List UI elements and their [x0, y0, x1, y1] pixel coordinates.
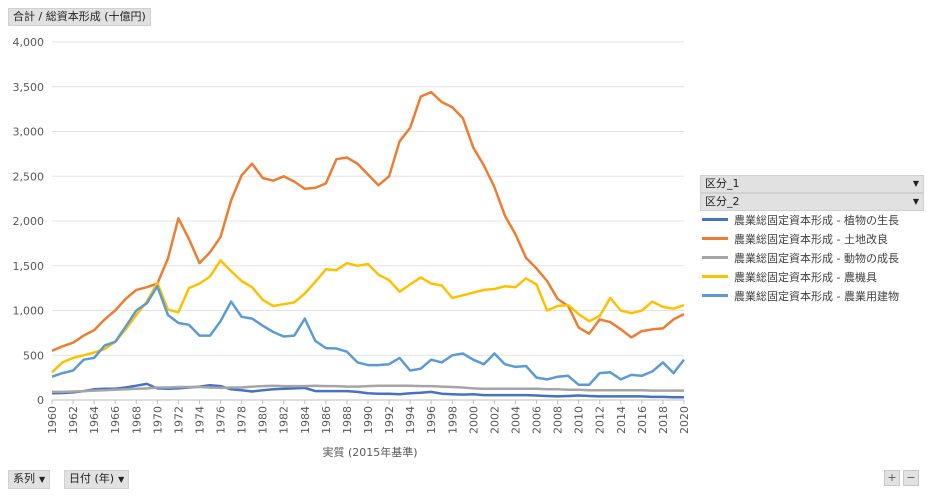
gridlines — [52, 41, 684, 401]
legend-swatch — [702, 294, 728, 297]
x-axis-label: 実質 (2015年基準) — [322, 445, 417, 459]
x-tick-label: 1976 — [215, 406, 228, 434]
x-tick-label: 1978 — [236, 406, 249, 434]
date-field-button[interactable]: 日付 (年) ▼ — [64, 470, 130, 489]
legend-filter-label: 区分_2 — [705, 195, 740, 208]
x-tick-label: 1966 — [109, 406, 122, 434]
legend-entry: 農業総固定資本形成 - 農機具 — [702, 267, 899, 286]
legend-label: 農業総固定資本形成 - 農機具 — [734, 270, 877, 284]
x-tick-label: 1982 — [278, 406, 291, 434]
x-tick-label: 1992 — [383, 406, 396, 434]
x-tick-label: 2000 — [467, 406, 480, 434]
legend-swatch — [702, 275, 728, 278]
series-line — [51, 285, 685, 387]
collapse-button[interactable]: − — [903, 470, 919, 486]
x-tick-label: 2018 — [657, 406, 670, 434]
date-field-label: 日付 (年) — [69, 472, 115, 485]
x-axis-ticks: 1960 1962 1964 1966 1968 1970 1972 1974 1976 1978… — [46, 400, 691, 434]
chevron-down-icon: ▼ — [912, 197, 919, 206]
y-tick-label: 2,500 — [13, 170, 45, 183]
x-tick-label: 2016 — [636, 406, 649, 434]
x-tick-label: 1974 — [193, 406, 206, 434]
measure-field-button[interactable]: 合計 / 総資本形成 (十億円) — [8, 8, 151, 26]
legend-label: 農業総固定資本形成 - 農業用建物 — [734, 289, 899, 303]
x-tick-label: 1986 — [320, 406, 333, 434]
legend-label: 農業総固定資本形成 - 動物の成長 — [734, 251, 899, 265]
y-tick-label: 3,000 — [13, 126, 45, 139]
series-field-label: 系列 — [13, 472, 35, 485]
legend-swatch — [702, 256, 728, 259]
legend-swatch — [702, 237, 728, 240]
x-tick-label: 1994 — [404, 406, 417, 434]
filter-dropdown-icon: ▼ — [39, 475, 46, 484]
x-tick-label: 2008 — [552, 406, 565, 434]
legend-filter-label: 区分_1 — [705, 177, 740, 190]
x-tick-label: 1984 — [299, 406, 312, 434]
y-tick-label: 0 — [37, 394, 44, 407]
x-tick-label: 1962 — [67, 406, 80, 434]
chevron-down-icon: ▼ — [912, 179, 919, 188]
y-axis-ticks: 0 500 1,000 1,500 2,000 2,500 3,000 3,500 4,000 — [13, 36, 45, 407]
legend-entry: 農業総固定資本形成 - 農業用建物 — [702, 286, 899, 305]
y-tick-label: 1,500 — [13, 260, 45, 273]
expand-button[interactable]: + — [884, 470, 900, 486]
x-tick-label: 1964 — [88, 406, 101, 434]
x-tick-label: 1996 — [425, 406, 438, 434]
y-tick-label: 4,000 — [13, 36, 45, 49]
y-tick-label: 1,000 — [13, 305, 45, 318]
legend-entry: 農業総固定資本形成 - 植物の生長 — [702, 210, 899, 229]
x-tick-label: 1988 — [341, 406, 354, 434]
x-tick-label: 1960 — [46, 406, 59, 434]
legend-filter-category2[interactable]: 区分_2 ▼ — [700, 193, 924, 211]
x-tick-label: 2010 — [573, 406, 586, 434]
series-line — [51, 259, 685, 374]
legend: 農業総固定資本形成 - 植物の生長 農業総固定資本形成 - 土地改良 農業総固定資本… — [702, 210, 899, 305]
x-tick-label: 1980 — [257, 406, 270, 434]
legend-label: 農業総固定資本形成 - 植物の生長 — [734, 213, 899, 227]
series-line — [52, 384, 684, 394]
x-tick-label: 2002 — [488, 406, 501, 434]
x-tick-label: 1970 — [151, 406, 164, 434]
legend-label: 農業総固定資本形成 - 土地改良 — [734, 232, 888, 246]
series-lines — [51, 90, 685, 399]
x-tick-label: 2004 — [509, 406, 522, 434]
x-tick-label: 1998 — [446, 406, 459, 434]
legend-swatch — [702, 218, 728, 221]
measure-field-label: 合計 / 総資本形成 (十億円) — [13, 10, 146, 23]
x-tick-label: 1972 — [172, 406, 185, 434]
x-tick-label: 2020 — [678, 406, 691, 434]
y-tick-label: 3,500 — [13, 81, 45, 94]
x-tick-label: 2012 — [594, 406, 607, 434]
y-tick-label: 2,000 — [13, 215, 45, 228]
x-tick-label: 2006 — [531, 406, 544, 434]
legend-filter-category1[interactable]: 区分_1 ▼ — [700, 175, 924, 193]
y-tick-label: 500 — [23, 349, 44, 362]
expand-collapse-buttons: + − — [884, 470, 919, 486]
legend-entry: 農業総固定資本形成 - 土地改良 — [702, 229, 899, 248]
legend-entry: 農業総固定資本形成 - 動物の成長 — [702, 248, 899, 267]
chevron-down-icon: ▼ — [118, 475, 125, 484]
x-tick-label: 1990 — [362, 406, 375, 434]
x-tick-label: 2014 — [615, 406, 628, 434]
x-tick-label: 1968 — [130, 406, 143, 434]
series-field-button[interactable]: 系列 ▼ — [8, 470, 51, 489]
